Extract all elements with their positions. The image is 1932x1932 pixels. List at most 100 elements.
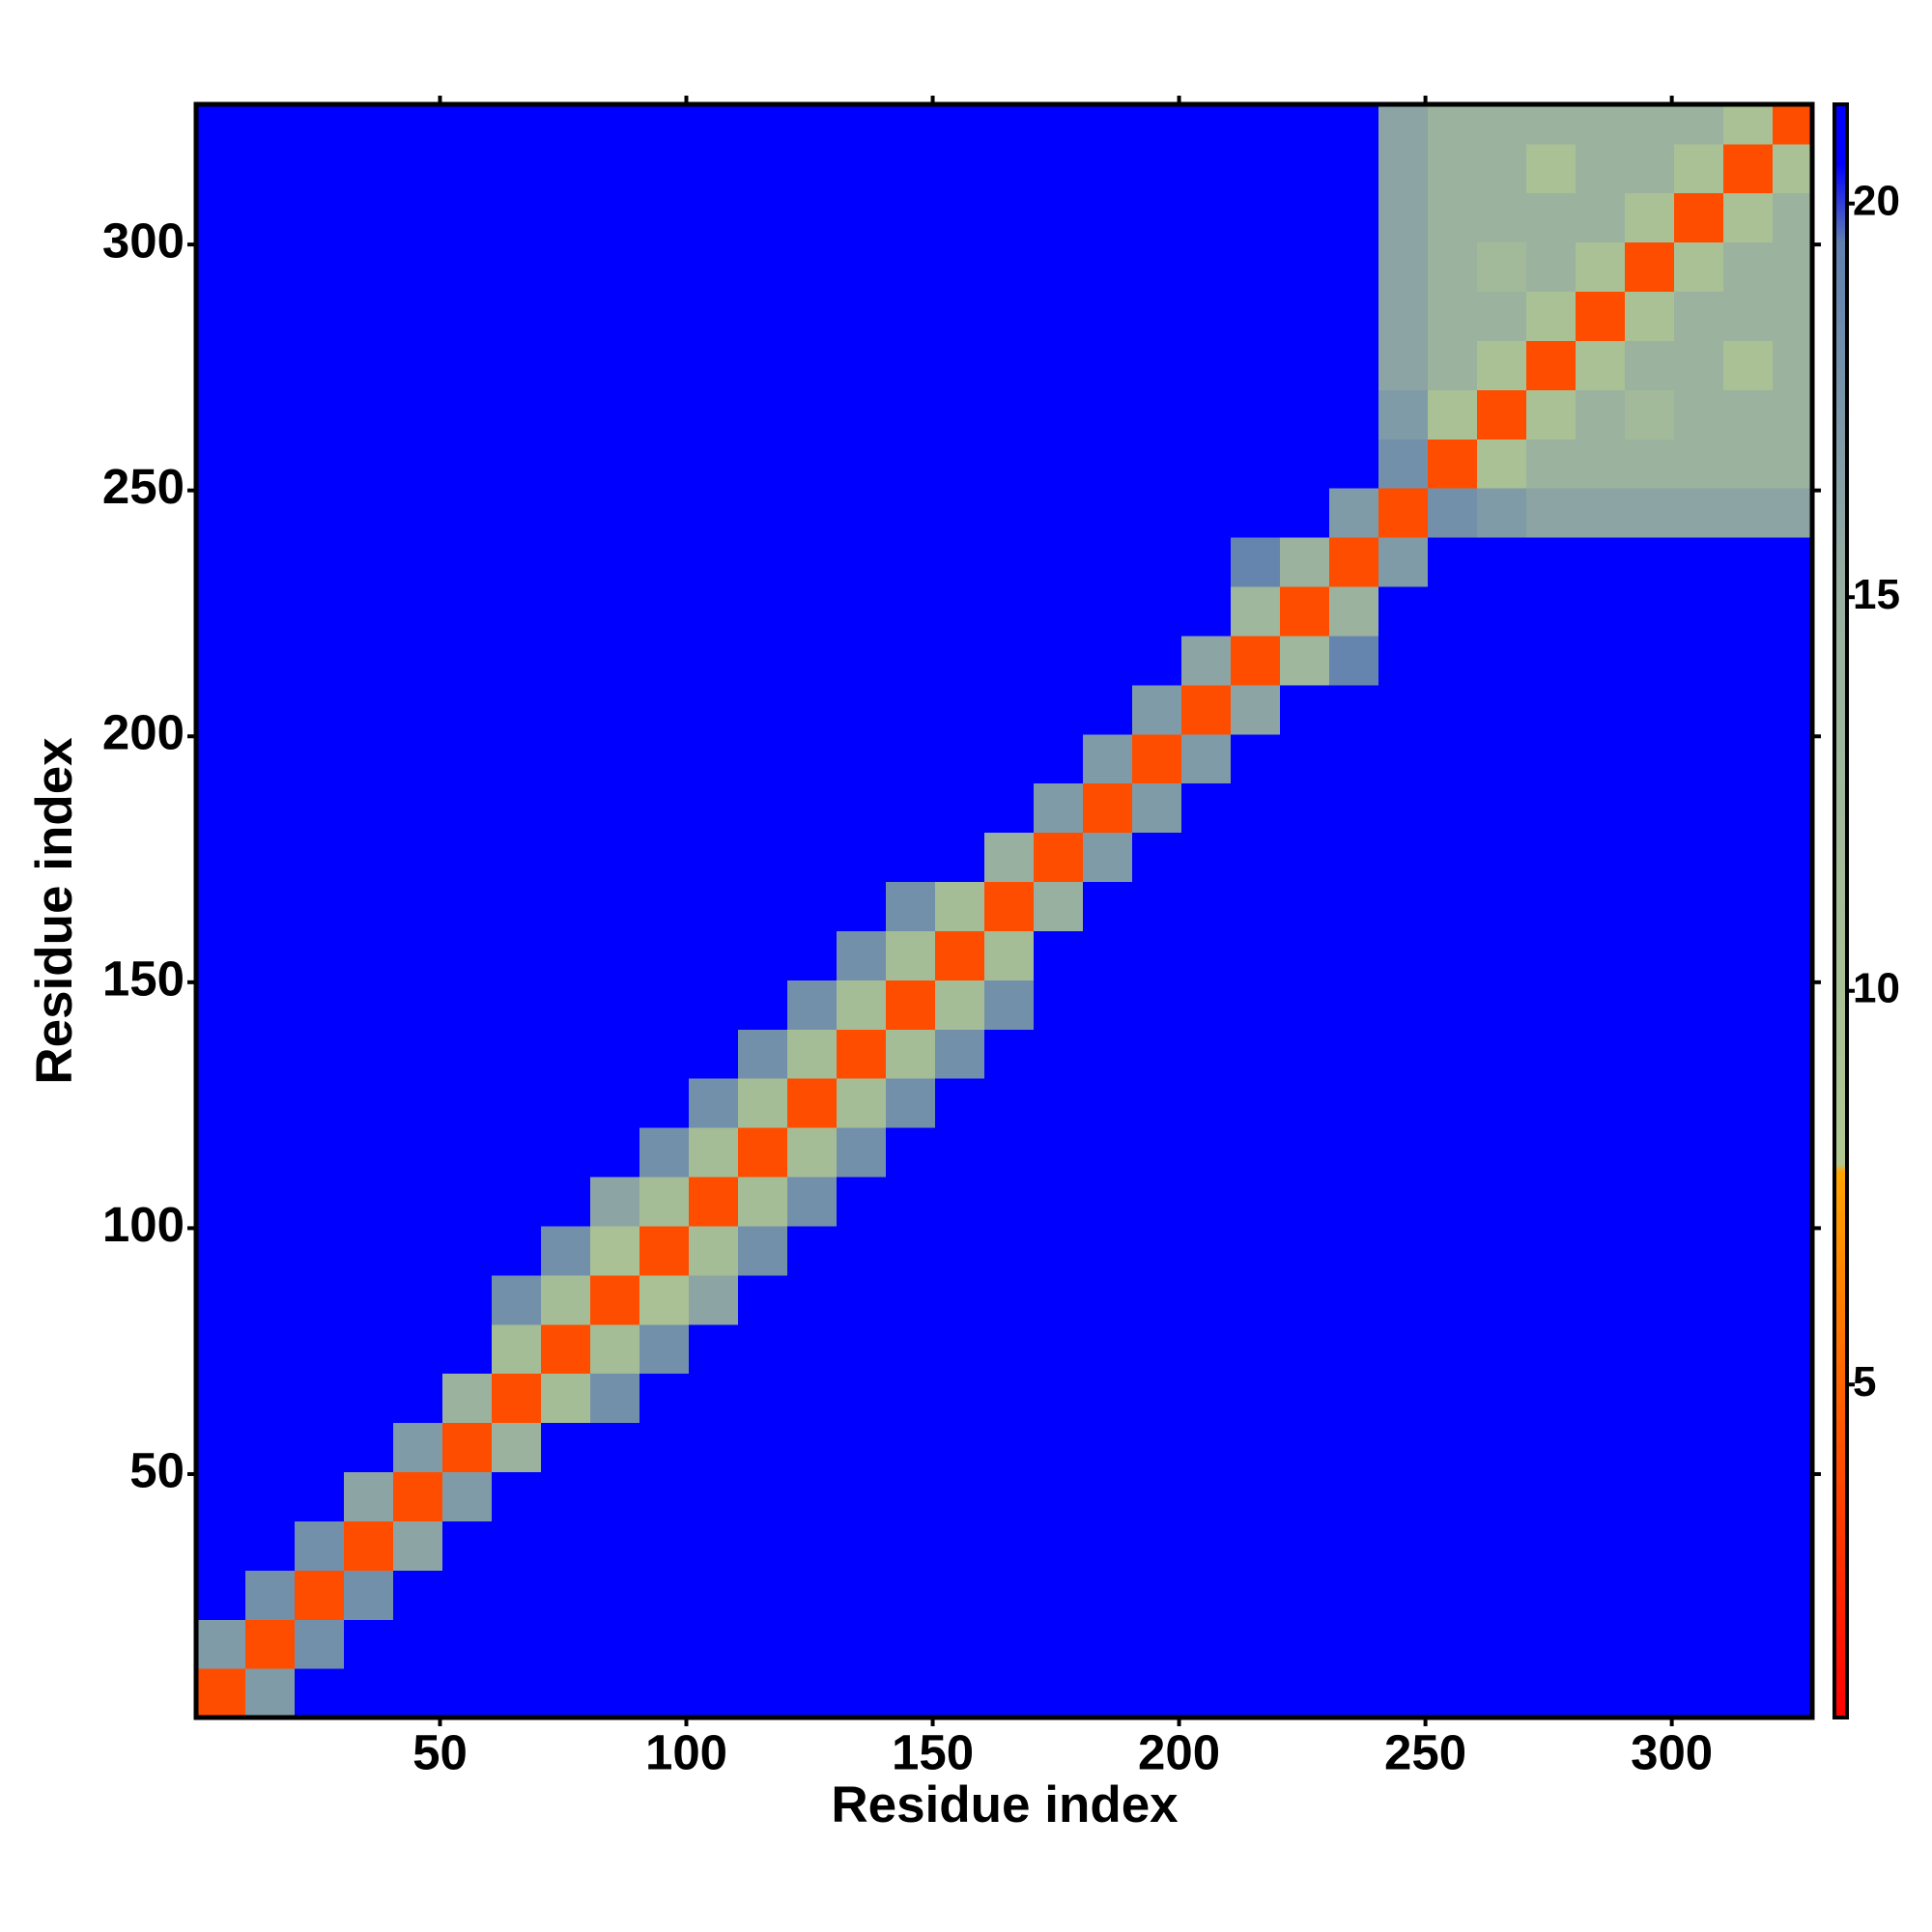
heatmap-cell — [984, 389, 1035, 440]
heatmap-cell — [1625, 1274, 1675, 1325]
heatmap-cell — [639, 1078, 690, 1128]
heatmap-cell — [1034, 143, 1084, 194]
heatmap-cell — [344, 104, 394, 145]
heatmap-cell — [1526, 1373, 1577, 1424]
heatmap-cell — [1625, 1373, 1675, 1424]
heatmap-cell — [1773, 635, 1813, 686]
heatmap-cell — [1428, 1520, 1478, 1571]
heatmap-cell — [1428, 1274, 1478, 1325]
heatmap-cell — [935, 881, 985, 931]
heatmap-cell — [1526, 291, 1577, 341]
heatmap-cell — [442, 1078, 493, 1128]
heatmap-cell — [196, 1127, 246, 1178]
heatmap-cell — [541, 930, 591, 980]
heatmap-cell — [1034, 733, 1084, 784]
heatmap-cell — [492, 684, 542, 735]
heatmap-cell — [689, 881, 739, 931]
heatmap-cell — [1723, 1619, 1774, 1669]
heatmap-cell — [1280, 1127, 1330, 1178]
heatmap-cell — [984, 1078, 1035, 1128]
heatmap-cell — [1773, 143, 1813, 194]
heatmap-cell — [344, 635, 394, 686]
heatmap-cell — [935, 930, 985, 980]
heatmap-cell — [1083, 143, 1133, 194]
heatmap-cell — [1723, 1520, 1774, 1571]
heatmap-cell — [1773, 1619, 1813, 1669]
heatmap-cell — [393, 980, 443, 1030]
heatmap-cell — [738, 1225, 788, 1276]
heatmap-cell — [295, 1520, 345, 1571]
heatmap-cell — [393, 143, 443, 194]
heatmap-cell — [1576, 684, 1626, 735]
heatmap-cell — [442, 585, 493, 637]
heatmap-cell — [492, 291, 542, 341]
heatmap-cell — [886, 439, 936, 489]
heatmap-cell — [1231, 782, 1281, 834]
heatmap-cell — [935, 1078, 985, 1128]
heatmap-cell — [1378, 782, 1429, 834]
heatmap-cell — [1477, 1323, 1527, 1375]
heatmap-cell — [1034, 1274, 1084, 1325]
heatmap-cell — [1329, 1668, 1379, 1719]
heatmap-cell — [738, 1176, 788, 1227]
heatmap-cell — [1674, 439, 1724, 489]
heatmap-cell — [344, 832, 394, 883]
heatmap-cell — [541, 1619, 591, 1669]
heatmap-cell — [787, 242, 838, 293]
heatmap-cell — [1083, 242, 1133, 293]
y-tick-label: 200 — [102, 705, 185, 760]
heatmap-cell — [935, 1176, 985, 1227]
heatmap-cell — [1378, 340, 1429, 390]
heatmap-cell — [787, 832, 838, 883]
heatmap-cell — [689, 930, 739, 980]
heatmap-cell — [541, 439, 591, 489]
heatmap-cell — [1773, 585, 1813, 637]
heatmap-cell — [1083, 1127, 1133, 1178]
heatmap-cell — [492, 1323, 542, 1375]
heatmap-cell — [787, 1029, 838, 1079]
heatmap-cell — [196, 832, 246, 883]
heatmap-cell — [787, 389, 838, 440]
heatmap-cell — [935, 1570, 985, 1620]
heatmap-cell — [196, 1029, 246, 1079]
heatmap-cell — [344, 143, 394, 194]
heatmap-cell — [590, 291, 640, 341]
heatmap-cell — [1526, 684, 1577, 735]
heatmap-cell — [1428, 585, 1478, 637]
heatmap-cell — [1132, 389, 1182, 440]
heatmap-cell — [1329, 1029, 1379, 1079]
heatmap-cell — [1083, 1078, 1133, 1128]
heatmap-cell — [1280, 733, 1330, 784]
heatmap-cell — [295, 1029, 345, 1079]
heatmap-cell — [1526, 1520, 1577, 1571]
x-tick-label: 250 — [1384, 1724, 1466, 1779]
heatmap-cell — [1231, 389, 1281, 440]
heatmap-cell — [590, 143, 640, 194]
heatmap-cell — [886, 1127, 936, 1178]
heatmap-cell — [1181, 832, 1232, 883]
heatmap-cell — [1378, 1029, 1429, 1079]
heatmap-cell — [837, 488, 887, 538]
heatmap-cell — [1674, 1078, 1724, 1128]
heatmap-cell — [886, 1471, 936, 1521]
heatmap-cell — [1329, 733, 1379, 784]
heatmap-cell — [1625, 1471, 1675, 1521]
heatmap-cell — [1477, 1619, 1527, 1669]
heatmap-cell — [689, 1078, 739, 1128]
heatmap-cell — [1625, 980, 1675, 1030]
heatmap-cell — [1083, 537, 1133, 587]
heatmap-cell — [590, 1668, 640, 1719]
heatmap-cell — [442, 389, 493, 440]
heatmap-cell — [590, 439, 640, 489]
heatmap-cell — [1526, 585, 1577, 637]
heatmap-cell — [886, 340, 936, 390]
heatmap — [196, 104, 1813, 1719]
heatmap-cell — [541, 192, 591, 243]
x-tick-label: 150 — [892, 1724, 974, 1779]
heatmap-cell — [689, 1619, 739, 1669]
heatmap-cell — [1674, 1274, 1724, 1325]
heatmap-cell — [1526, 1127, 1577, 1178]
heatmap-cell — [1132, 143, 1182, 194]
heatmap-cell — [590, 1471, 640, 1521]
heatmap-cell — [1231, 537, 1281, 587]
